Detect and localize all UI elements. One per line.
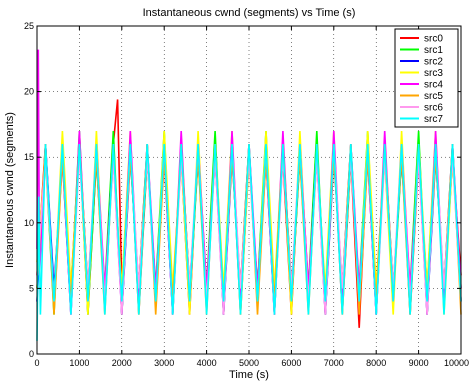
x-tick-label: 6000	[281, 358, 301, 368]
y-tick-label: 10	[24, 218, 34, 228]
x-tick-label: 4000	[197, 358, 217, 368]
legend-label-src0: src0	[424, 34, 443, 45]
legend-label-src6: src6	[424, 103, 443, 114]
ticks-layer: 0 1000 2000 3000 4000 5000 6000 7000 8000 9000 100…	[24, 21, 469, 368]
x-tick-label: 2000	[112, 358, 132, 368]
y-axis-title: Instantaneous cwnd (segments)	[4, 112, 16, 268]
legend-label-src4: src4	[424, 80, 443, 91]
legend-box	[394, 28, 459, 128]
x-tick-label: 10000	[444, 358, 469, 368]
x-tick-label: 3000	[154, 358, 174, 368]
legend-label-src2: src2	[424, 57, 443, 68]
x-tick-label: 1000	[69, 358, 89, 368]
grid-layer	[37, 26, 461, 354]
legend-label-src7: src7	[424, 114, 443, 125]
x-tick-label: 9000	[409, 358, 429, 368]
y-tick-label: 0	[29, 349, 34, 359]
chart-title: Instantaneous cwnd (segments) vs Time (s…	[143, 7, 356, 19]
y-tick-label: 5	[29, 283, 34, 293]
x-axis-title: Time (s)	[229, 369, 269, 381]
y-tick-label: 15	[24, 152, 34, 162]
x-tick-label: 5000	[239, 358, 259, 368]
series-layer	[36, 49, 462, 341]
legend-label-src1: src1	[424, 45, 443, 56]
x-tick-label: 0	[34, 358, 39, 368]
y-tick-label: 25	[24, 21, 34, 31]
series-line-src7	[36, 144, 462, 341]
legend-label-src3: src3	[424, 68, 443, 79]
x-tick-label: 7000	[324, 358, 344, 368]
legend-label-src5: src5	[424, 91, 443, 102]
x-tick-label: 8000	[366, 358, 386, 368]
y-tick-label: 20	[24, 87, 34, 97]
